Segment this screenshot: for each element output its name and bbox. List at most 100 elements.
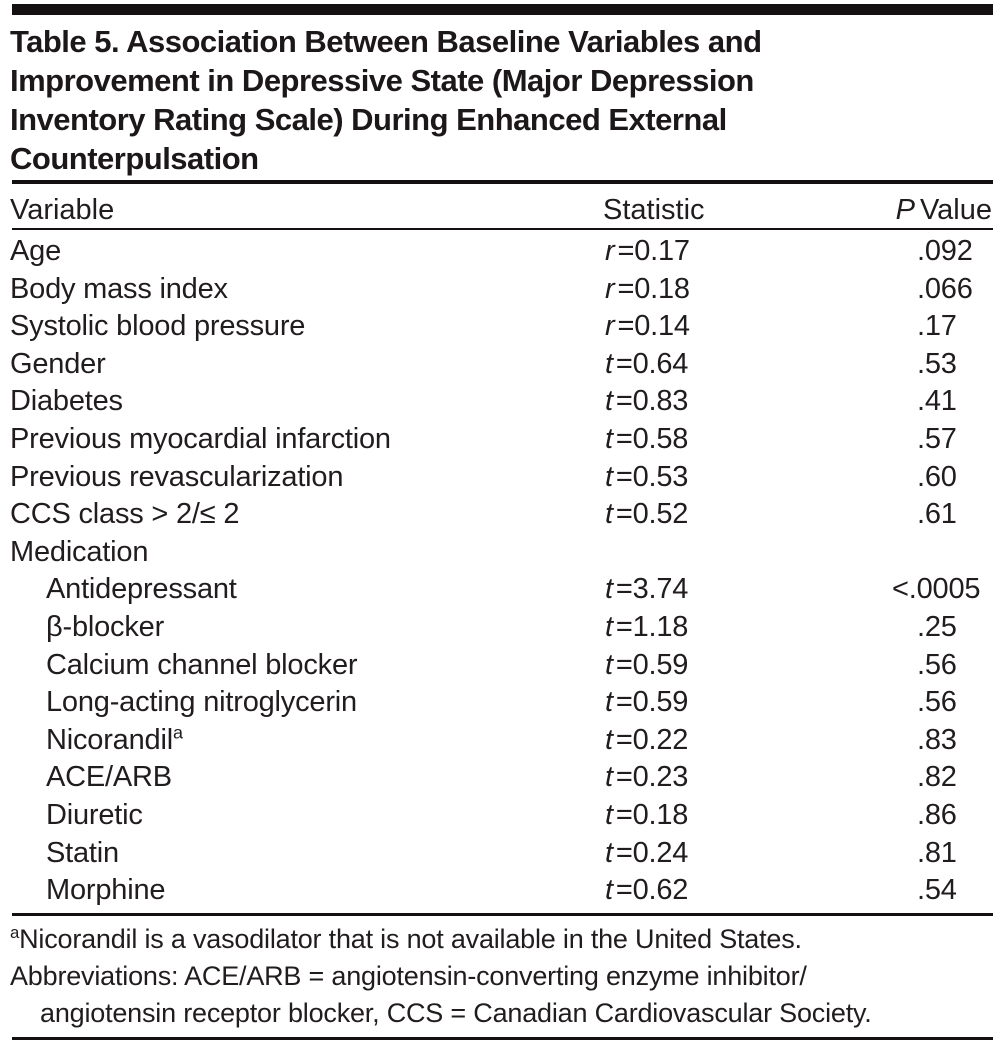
statistic-cell: t =0.18 bbox=[605, 797, 688, 835]
pvalue-cell: .81 bbox=[917, 836, 957, 869]
table-title-line: Inventory Rating Scale) During Enhanced … bbox=[10, 102, 727, 137]
footnote-marker: a bbox=[172, 722, 183, 743]
statistic-symbol: t bbox=[605, 648, 613, 681]
statistic-value: =0.53 bbox=[615, 460, 689, 493]
pvalue-cell: .60 bbox=[917, 460, 957, 493]
table-row: Gender t =0.64 .53 bbox=[0, 346, 1005, 384]
statistic-value: =3.74 bbox=[615, 573, 689, 606]
variable-cell: Body mass index bbox=[10, 272, 228, 305]
statistic-cell: t =1.18 bbox=[605, 609, 688, 647]
variable-cell: Nicorandila bbox=[46, 722, 183, 760]
table-row: Previous revascularization t =0.53 .60 bbox=[0, 459, 1005, 497]
col-header-pvalue: P Value bbox=[896, 191, 992, 229]
statistic-cell: t =3.74 bbox=[605, 571, 688, 609]
pvalue-cell: .61 bbox=[917, 498, 957, 531]
table-row: Long-acting nitroglycerin t =0.59 .56 bbox=[0, 684, 1005, 722]
statistic-value: =0.58 bbox=[615, 422, 689, 455]
statistic-value: =0.59 bbox=[615, 648, 689, 681]
table-row: Age r =0.17 .092 bbox=[0, 233, 1005, 271]
footer-divider-rule bbox=[12, 913, 993, 916]
pvalue-cell: .57 bbox=[917, 422, 957, 455]
header-divider-rule bbox=[12, 228, 993, 230]
statistic-cell: t =0.22 bbox=[605, 722, 688, 760]
table-title: Table 5. Association Between Baseline Va… bbox=[10, 22, 980, 178]
variable-cell: Diuretic bbox=[46, 798, 143, 831]
statistic-value: =0.14 bbox=[617, 310, 690, 343]
table-row: Diuretic t =0.18 .86 bbox=[0, 797, 1005, 835]
statistic-symbol: r bbox=[605, 310, 615, 343]
abbreviations-line-1: Abbreviations: ACE/ARB = angiotensin-con… bbox=[10, 961, 807, 991]
statistic-symbol: t bbox=[605, 761, 613, 794]
column-header-row: Variable Statistic P Value bbox=[0, 191, 1005, 229]
abbreviations-line-2: angiotensin receptor blocker, CCS = Cana… bbox=[40, 998, 872, 1028]
top-rule bbox=[12, 4, 993, 15]
statistic-cell: r =0.18 bbox=[605, 271, 690, 309]
statistic-value: =0.24 bbox=[615, 836, 689, 869]
table-row: ACE/ARB t =0.23 .82 bbox=[0, 759, 1005, 797]
pvalue-cell: .53 bbox=[917, 347, 957, 380]
col-header-variable: Variable bbox=[10, 194, 115, 226]
statistic-symbol: t bbox=[605, 686, 613, 719]
pvalue-cell: .25 bbox=[917, 610, 957, 643]
variable-cell: Gender bbox=[10, 347, 106, 380]
table-group-row: Medication bbox=[0, 534, 1005, 572]
variable-cell: Medication bbox=[10, 535, 149, 568]
statistic-cell: t =0.64 bbox=[605, 346, 688, 384]
bottom-rule bbox=[12, 1037, 993, 1040]
variable-cell: Previous myocardial infarction bbox=[10, 422, 391, 455]
statistic-cell: t =0.23 bbox=[605, 759, 688, 797]
table-row: Morphine t =0.62 .54 bbox=[0, 872, 1005, 910]
table-row: Body mass index r =0.18 .066 bbox=[0, 271, 1005, 309]
statistic-symbol: r bbox=[605, 272, 615, 305]
pvalue-cell: .066 bbox=[917, 272, 973, 305]
table-row: Systolic blood pressure r =0.14 .17 bbox=[0, 308, 1005, 346]
table-row: Statin t =0.24 .81 bbox=[0, 835, 1005, 873]
variable-cell: Previous revascularization bbox=[10, 460, 344, 493]
statistic-value: =0.18 bbox=[615, 798, 689, 831]
variable-cell: β-blocker bbox=[46, 610, 165, 643]
statistic-value: =0.18 bbox=[617, 272, 690, 305]
pvalue-cell: .092 bbox=[917, 235, 973, 267]
statistic-cell: t =0.59 bbox=[605, 684, 688, 722]
statistic-cell: r =0.14 bbox=[605, 308, 690, 346]
table-row: Diabetes t =0.83 .41 bbox=[0, 383, 1005, 421]
statistic-cell: t =0.52 bbox=[605, 496, 688, 534]
variable-cell: Calcium channel blocker bbox=[46, 648, 358, 681]
statistic-value: =1.18 bbox=[615, 610, 689, 643]
pvalue-cell: .54 bbox=[917, 874, 957, 907]
variable-cell: Antidepressant bbox=[46, 573, 237, 606]
statistic-symbol: t bbox=[605, 874, 613, 907]
pvalue-cell: .56 bbox=[917, 648, 957, 681]
statistic-symbol: t bbox=[605, 460, 613, 493]
statistic-cell: t =0.59 bbox=[605, 647, 688, 685]
statistic-value: =0.59 bbox=[615, 686, 689, 719]
statistic-symbol: t bbox=[605, 798, 613, 831]
footnote-a: aNicorandil is a vasodilator that is not… bbox=[10, 921, 990, 958]
variable-cell: Systolic blood pressure bbox=[10, 310, 306, 343]
statistic-symbol: t bbox=[605, 573, 613, 606]
pvalue-cell: .41 bbox=[917, 385, 957, 418]
statistic-symbol: t bbox=[605, 498, 613, 531]
pvalue-cell: .56 bbox=[917, 686, 957, 719]
pvalue-cell: .82 bbox=[917, 761, 957, 794]
pvalue-cell: .17 bbox=[917, 310, 957, 343]
statistic-symbol: t bbox=[605, 385, 613, 418]
table-footnotes: aNicorandil is a vasodilator that is not… bbox=[10, 921, 990, 1032]
table-title-line: Counterpulsation bbox=[10, 141, 259, 176]
table-row: Antidepressant t =3.74 <.0005 bbox=[0, 571, 1005, 609]
variable-cell: Age bbox=[10, 235, 61, 267]
table-row: β-blocker t =1.18 .25 bbox=[0, 609, 1005, 647]
statistic-value: =0.64 bbox=[615, 347, 689, 380]
table-row: Nicorandila t =0.22 .83 bbox=[0, 722, 1005, 760]
statistic-value: =0.52 bbox=[615, 498, 689, 531]
pvalue-cell: .86 bbox=[917, 798, 957, 831]
statistic-symbol: r bbox=[605, 235, 615, 267]
variable-cell: ACE/ARB bbox=[46, 761, 172, 794]
pvalue-cell: .83 bbox=[917, 723, 957, 756]
statistic-symbol: t bbox=[605, 347, 613, 380]
statistic-cell: t =0.58 bbox=[605, 421, 688, 459]
variable-cell: Statin bbox=[46, 836, 119, 869]
statistic-cell: t =0.24 bbox=[605, 835, 688, 873]
table-title-line: Improvement in Depressive State (Major D… bbox=[10, 63, 754, 98]
